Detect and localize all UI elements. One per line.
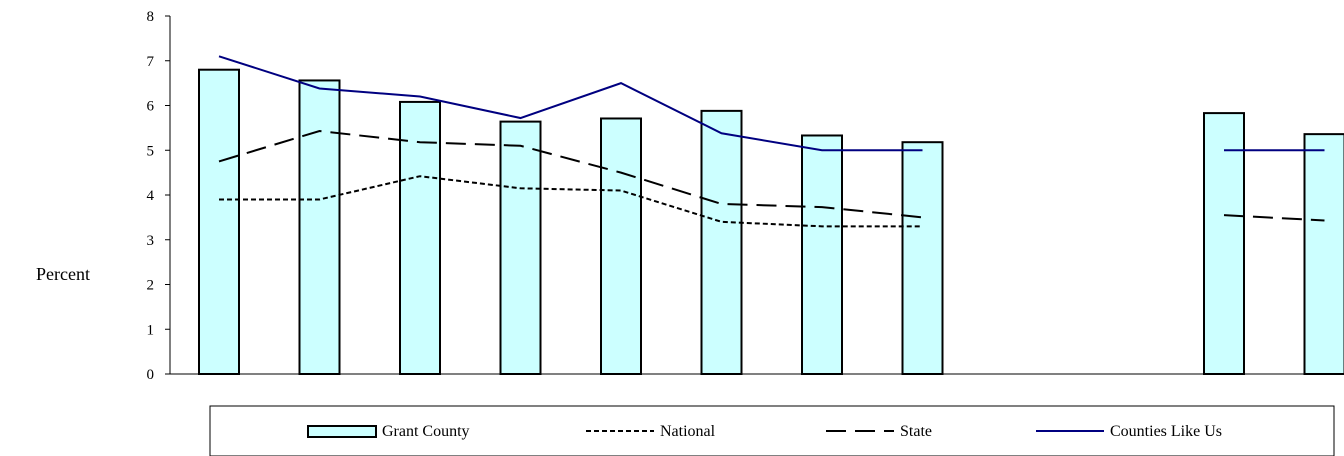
series-line <box>219 175 923 228</box>
bar <box>600 117 642 376</box>
chart-axes: 0 1 2 3 4 5 6 7 8 <box>147 9 1344 383</box>
y-axis-label: Percent <box>36 264 90 284</box>
y-tick-label: 2 <box>147 278 155 294</box>
series-line <box>1223 214 1325 222</box>
y-tick-label: 3 <box>147 233 155 249</box>
bar <box>499 120 542 375</box>
bar <box>700 109 743 376</box>
bar <box>198 68 240 375</box>
legend-label: Grant County <box>382 423 470 440</box>
y-tick-label: 5 <box>147 143 155 159</box>
y-tick-label: 7 <box>147 54 155 70</box>
legend: Grant County National State Counties Like U… <box>209 405 1335 456</box>
legend-label: State <box>900 423 932 440</box>
y-tick-label: 0 <box>147 367 155 383</box>
legend-label: National <box>660 423 716 440</box>
bar <box>1203 112 1245 375</box>
legend-swatch <box>307 425 377 438</box>
y-tick-label: 8 <box>147 9 155 25</box>
bar <box>399 100 441 375</box>
y-tick-label: 1 <box>147 322 155 338</box>
series-line <box>218 55 923 152</box>
y-tick-label: 4 <box>147 188 155 204</box>
line-series-group <box>218 55 1325 228</box>
legend-box <box>209 405 1335 456</box>
bar <box>901 141 944 375</box>
bar <box>298 79 341 375</box>
bar-series-group <box>198 68 1344 376</box>
y-tick-label: 6 <box>147 99 155 115</box>
series-line <box>218 129 923 219</box>
bar <box>1303 133 1344 375</box>
legend-label: Counties Like Us <box>1110 423 1222 440</box>
bar <box>801 134 843 375</box>
